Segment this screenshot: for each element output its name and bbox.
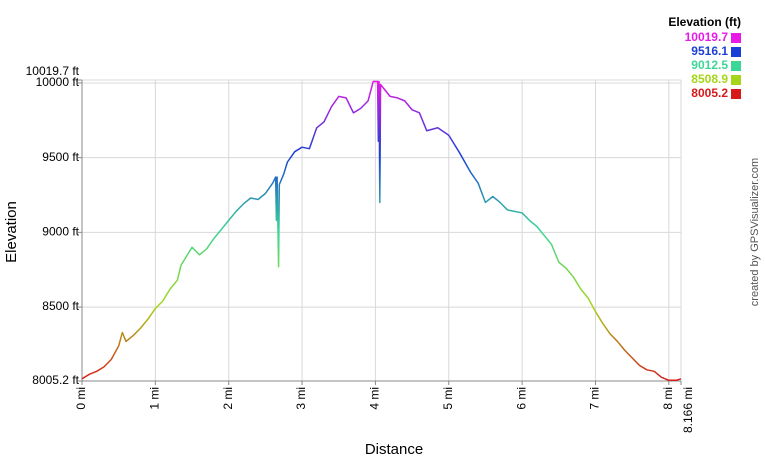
legend-label: 10019.7 bbox=[685, 30, 729, 44]
legend-title: Elevation (ft) bbox=[668, 15, 741, 29]
x-tick-label: 8 mi bbox=[661, 387, 675, 410]
x-tick-label: 2 mi bbox=[221, 387, 235, 410]
x-tick-label: 6 mi bbox=[514, 387, 528, 410]
y-tick-label: 10019.7 ft bbox=[26, 64, 80, 78]
legend-label: 8508.9 bbox=[691, 72, 728, 86]
legend-swatch bbox=[731, 33, 741, 43]
elevation-line bbox=[81, 80, 682, 382]
x-tick-label: 8.166 mi bbox=[681, 387, 695, 433]
legend-swatch bbox=[731, 75, 741, 85]
x-tick-label: 4 mi bbox=[368, 387, 382, 410]
x-tick-label: 1 mi bbox=[148, 387, 162, 410]
y-tick-label: 8005.2 ft bbox=[32, 373, 79, 387]
x-tick-label: 0 mi bbox=[74, 387, 88, 410]
y-axis-label: Elevation bbox=[3, 201, 20, 263]
legend-label: 9012.5 bbox=[691, 58, 728, 72]
y-tick-label: 8500 ft bbox=[42, 299, 79, 313]
legend-label: 8005.2 bbox=[691, 86, 728, 100]
y-tick-label: 10000 ft bbox=[36, 75, 80, 89]
x-tick-label: 5 mi bbox=[441, 387, 455, 410]
y-tick-label: 9500 ft bbox=[42, 150, 79, 164]
legend-swatch bbox=[731, 89, 741, 99]
x-axis-label: Distance bbox=[365, 441, 423, 458]
credit: created by GPSVisualizer.com bbox=[749, 158, 761, 306]
legend-label: 9516.1 bbox=[691, 44, 728, 58]
x-tick-label: 7 mi bbox=[588, 387, 602, 410]
legend-swatch bbox=[731, 61, 741, 71]
y-tick-label: 9000 ft bbox=[42, 225, 79, 239]
legend-swatch bbox=[731, 47, 741, 57]
x-tick-label: 3 mi bbox=[294, 387, 308, 410]
